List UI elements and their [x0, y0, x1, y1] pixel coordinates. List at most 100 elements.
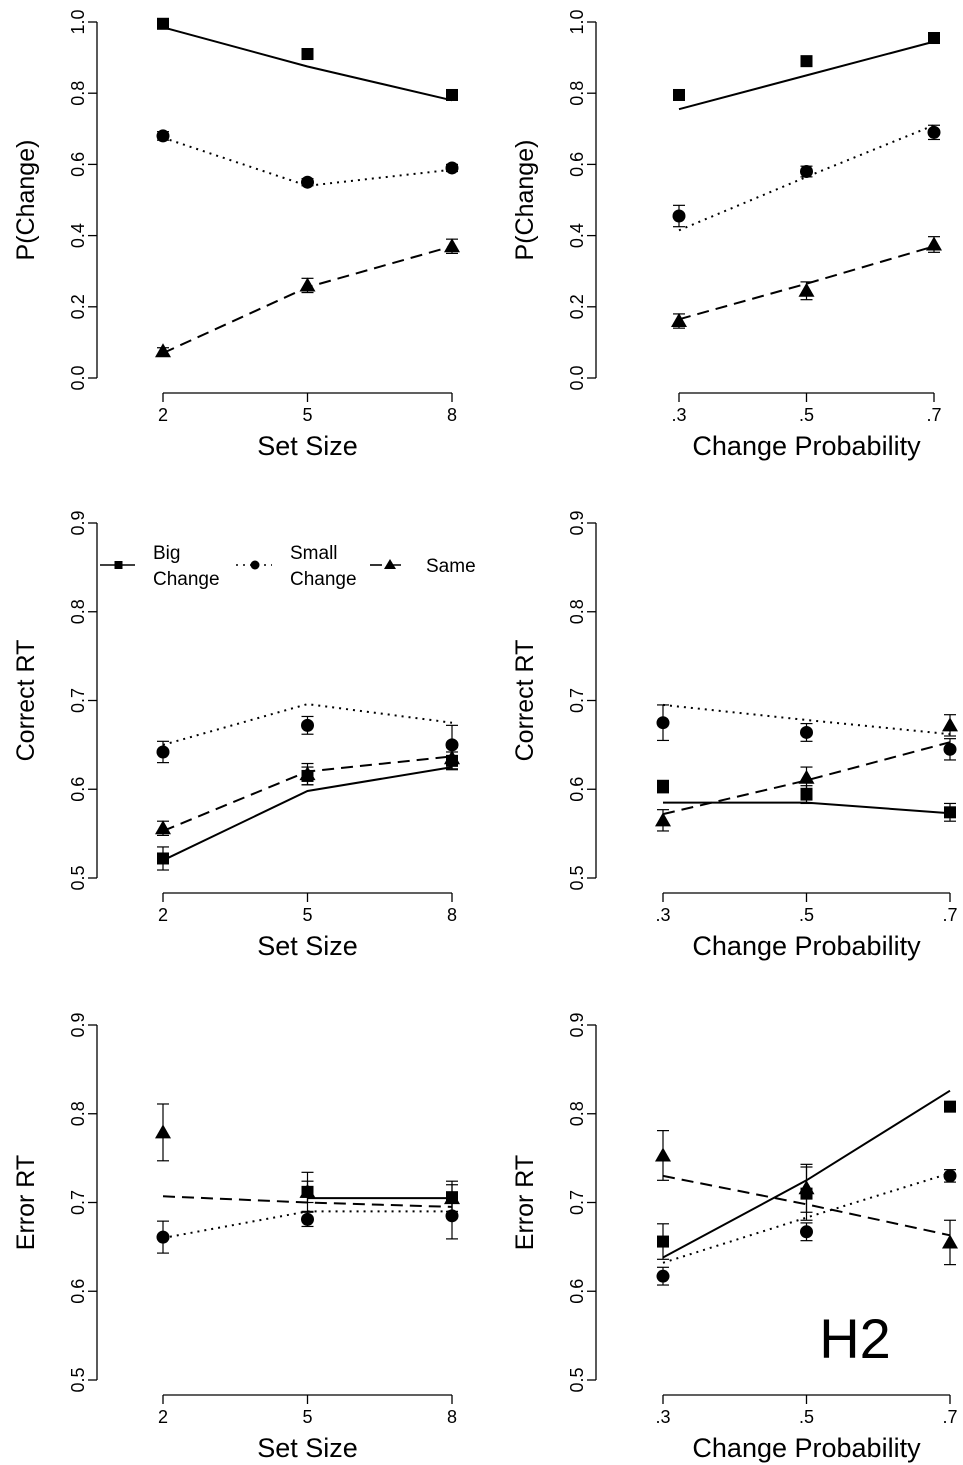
- data-point-small: [301, 718, 314, 732]
- panel-p-setsize: 0.0 0.2 0.4 0.6 0.8 1.0 P(Change) 2 5 8 Set Size: [12, 9, 460, 461]
- y-tick-label: 0.8: [68, 599, 88, 624]
- data-point-small: [445, 1209, 459, 1223]
- data-point-same: [444, 238, 460, 253]
- x-tick-label: .3: [671, 405, 686, 425]
- data-point-same: [926, 236, 942, 251]
- x-axis-title: Change Probability: [692, 931, 921, 961]
- model-line-same: [678, 245, 935, 321]
- model-line-small: [162, 703, 453, 746]
- series-same: [655, 714, 958, 832]
- y-tick-label: 0.6: [68, 152, 88, 177]
- data-point-same: [655, 1147, 671, 1162]
- data-point-same: [155, 1124, 171, 1139]
- model-line-big: [162, 26, 453, 102]
- data-point-big: [800, 788, 813, 801]
- series-small: [156, 129, 459, 189]
- y-tick-label: 0.6: [567, 152, 587, 177]
- series-small: [672, 124, 941, 232]
- data-point-small: [656, 716, 670, 730]
- data-point-big: [800, 55, 813, 68]
- data-point-small: [943, 1169, 957, 1183]
- series-same: [155, 1103, 460, 1212]
- data-point-big: [944, 1100, 956, 1113]
- series-same: [155, 238, 460, 358]
- data-point-small: [656, 1269, 670, 1283]
- y-tick-label: 0.6: [567, 1279, 587, 1304]
- data-point-same: [798, 769, 815, 784]
- x-axis-title: Set Size: [257, 1433, 358, 1463]
- y-tick-label: 0.9: [567, 510, 587, 535]
- x-tick-label: .3: [655, 905, 670, 925]
- data-point-small: [800, 165, 813, 179]
- model-line-big: [678, 40, 935, 111]
- y-tick-label: 0.5: [567, 865, 587, 890]
- y-tick-label: 0.9: [68, 510, 88, 535]
- panel-p-changeprob: 0.0 0.2 0.4 0.6 0.8 1.0 P(Change) .3 .5 .7Change …: [511, 9, 942, 461]
- data-point-small: [156, 129, 170, 143]
- x-tick-label: 2: [158, 1407, 168, 1427]
- series-small: [156, 703, 459, 766]
- data-point-small: [800, 725, 813, 739]
- x-tick-label: .5: [799, 405, 814, 425]
- y-tick-label: 0.8: [68, 1101, 88, 1126]
- model-line-big: [162, 766, 453, 862]
- legend-label: Small: [290, 543, 338, 564]
- series-same: [655, 1130, 958, 1266]
- data-point-same: [299, 277, 316, 292]
- data-point-small: [445, 161, 459, 175]
- y-tick-label: 1.0: [68, 9, 88, 34]
- x-tick-label: 8: [447, 405, 457, 425]
- y-tick-label: 0.6: [567, 777, 587, 802]
- x-tick-label: .3: [655, 1407, 670, 1427]
- panel-ert-setsize: 0.5 0.6 0.7 0.8 0.9 Error RT 2 5 8 Set Size: [12, 1012, 460, 1463]
- data-point-small: [943, 742, 957, 756]
- y-tick-label: 0.5: [567, 1367, 587, 1392]
- data-point-same: [798, 282, 815, 297]
- panel-ert-changeprob: 0.5 0.6 0.7 0.8 0.9 Error RT .3 .5 .7 Change Prob…: [511, 1012, 958, 1463]
- data-point-same: [155, 820, 171, 835]
- data-point-small: [672, 209, 686, 223]
- y-axis-title: Error RT: [511, 1155, 539, 1250]
- y-tick-label: 0.8: [567, 599, 587, 624]
- x-tick-label: .5: [799, 1407, 814, 1427]
- y-tick-label: 0.8: [567, 81, 587, 106]
- data-point-big: [928, 32, 940, 45]
- panel-crt-changeprob: 0.5 0.6 0.7 0.8 0.9 Correct RT .3 .5 .7 Change Pr…: [511, 510, 958, 961]
- legend: Big Change Small Change Same: [100, 543, 476, 590]
- x-tick-label: 5: [302, 1407, 312, 1427]
- legend-marker-triangle: [384, 559, 396, 569]
- x-tick-label: 8: [447, 905, 457, 925]
- x-tick-label: 5: [302, 905, 312, 925]
- data-point-small: [927, 125, 941, 139]
- y-tick-label: 0.5: [68, 865, 88, 890]
- series-big: [157, 17, 458, 102]
- legend-marker-circle: [250, 560, 260, 570]
- data-point-big: [301, 48, 314, 61]
- data-point-big: [657, 1235, 669, 1248]
- data-point-big: [446, 88, 458, 101]
- y-tick-label: 0.5: [68, 1367, 88, 1392]
- legend-marker-square: [114, 561, 123, 569]
- data-point-same: [942, 717, 958, 732]
- x-tick-label: 2: [158, 405, 168, 425]
- model-line-same: [662, 1174, 951, 1237]
- y-axis-title: Error RT: [12, 1155, 40, 1250]
- series-small: [656, 1169, 957, 1286]
- y-tick-label: 0.9: [567, 1012, 587, 1037]
- data-point-same: [655, 812, 671, 827]
- data-point-same: [299, 1183, 316, 1198]
- x-tick-label: .7: [942, 1407, 957, 1427]
- x-tick-label: .5: [799, 905, 814, 925]
- panel-tag-label: H2: [819, 1307, 891, 1370]
- x-axis-title: Set Size: [257, 431, 358, 461]
- x-axis-title: Change Probability: [692, 1433, 921, 1463]
- data-point-big: [657, 780, 669, 793]
- x-tick-label: 8: [447, 1407, 457, 1427]
- y-tick-label: 0.7: [68, 688, 88, 713]
- legend-label: Change: [290, 569, 357, 590]
- y-tick-label: 0.7: [567, 1190, 587, 1215]
- y-tick-label: 0.8: [567, 1101, 587, 1126]
- legend-label: Big: [153, 543, 180, 564]
- panel-crt-setsize: 0.5 0.6 0.7 0.8 0.9 Correct RT 2 5 8 Set Size: [12, 510, 460, 961]
